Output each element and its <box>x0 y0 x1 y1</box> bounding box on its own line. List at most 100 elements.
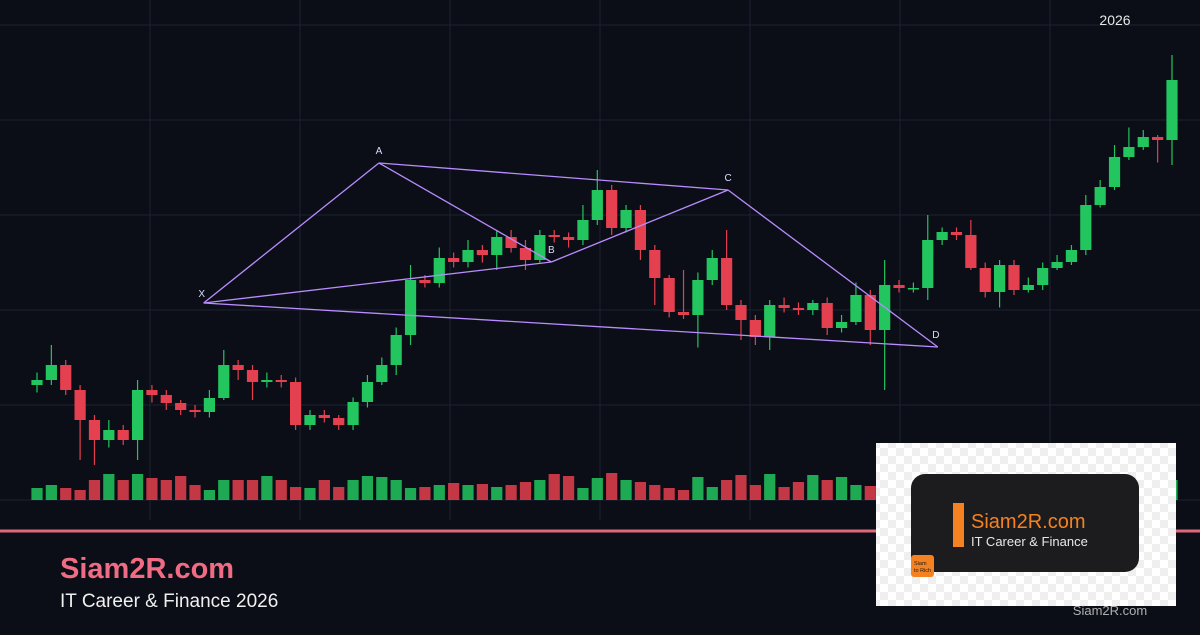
volume-bar <box>519 482 532 500</box>
candle-body <box>146 390 158 395</box>
volume-bar <box>246 480 259 500</box>
pattern-line <box>203 261 552 304</box>
volume-bar <box>146 478 158 500</box>
volume-bar <box>620 480 632 500</box>
volume-bar <box>318 480 330 500</box>
candle-body <box>864 295 876 330</box>
candle-body <box>160 395 172 403</box>
pattern-line <box>203 302 938 348</box>
volume-bar <box>491 487 503 500</box>
candle-body <box>232 365 244 370</box>
brand-title: Siam2R.com <box>60 553 234 585</box>
volume-bar <box>88 480 101 500</box>
candle-body <box>462 250 474 262</box>
candle-body <box>433 258 445 283</box>
candle-body <box>663 278 675 312</box>
candle-body <box>275 380 287 382</box>
candle-body <box>419 280 431 283</box>
pattern-line <box>727 189 939 348</box>
volume-bar <box>792 482 805 500</box>
volume-bar <box>663 488 675 500</box>
logo-icon-text: to Rich <box>914 568 931 574</box>
volume-bar <box>807 475 819 500</box>
candle-body <box>721 258 733 305</box>
candle-body <box>1108 157 1121 187</box>
candle-body <box>361 382 374 402</box>
candle-body <box>347 402 359 425</box>
pattern-line <box>378 162 729 191</box>
volume-bar <box>591 478 603 500</box>
candle-body <box>88 420 101 440</box>
pattern-label: B <box>548 245 555 256</box>
candle-body <box>562 237 575 240</box>
volume-bar <box>275 480 287 500</box>
candle-body <box>203 398 216 412</box>
volume-bar <box>160 480 172 500</box>
candle-body <box>1166 80 1178 140</box>
volume-bar <box>764 474 776 500</box>
candle-body <box>1037 268 1049 285</box>
candle-body <box>1065 250 1078 262</box>
volume-bar <box>404 488 417 500</box>
candle-body <box>764 305 776 337</box>
logo-card <box>911 474 1139 572</box>
candle-body <box>835 322 848 328</box>
pattern-label: A <box>376 146 383 157</box>
volume-bar <box>347 480 359 500</box>
candle-body <box>922 240 934 288</box>
candle-body <box>692 280 704 315</box>
candle-body <box>821 303 833 328</box>
volume-bar <box>175 476 187 500</box>
volume-bar <box>448 483 460 500</box>
volume-bar <box>232 480 244 500</box>
volume-bar <box>835 477 848 500</box>
candle-body <box>448 258 460 262</box>
candle-body <box>60 365 72 390</box>
candle-body <box>505 237 517 248</box>
footer: Siam2R.com <box>1073 603 1147 618</box>
candle-body <box>591 190 603 220</box>
candle-body <box>261 380 273 382</box>
candle-body <box>634 210 647 250</box>
candle-body <box>491 237 503 255</box>
volume-bar <box>649 485 661 500</box>
volume-bar <box>218 480 230 500</box>
marks: X A B C D <box>31 55 1178 500</box>
volume-bar <box>45 485 57 500</box>
candle-body <box>1008 265 1020 290</box>
candle-body <box>1137 137 1149 147</box>
candle-body <box>950 232 963 235</box>
volume-bar <box>60 488 72 500</box>
candle-body <box>404 280 417 335</box>
candle-body <box>936 232 948 240</box>
candle-body <box>979 268 991 292</box>
grid <box>0 0 1200 520</box>
candle-body <box>749 320 761 337</box>
logo-icon <box>911 555 934 577</box>
candle-body <box>1051 262 1063 268</box>
candle-body <box>304 415 316 425</box>
volume-bar <box>361 476 374 500</box>
candle-body <box>175 403 187 410</box>
candle-body <box>778 305 790 308</box>
volume-bar <box>117 480 129 500</box>
pattern-line <box>551 189 729 263</box>
volume-bar <box>304 488 316 500</box>
candle-body <box>318 415 330 418</box>
candle-body <box>1022 285 1034 290</box>
volume-bar <box>606 473 618 500</box>
logo-icon-text: Siam <box>914 561 927 567</box>
candle-body <box>649 250 661 278</box>
volume-bar <box>74 490 86 500</box>
volume-bar <box>131 474 144 500</box>
candle-body <box>807 303 819 310</box>
logo-bar <box>953 503 964 547</box>
volume-bar <box>577 488 589 500</box>
volume-bar <box>850 485 862 500</box>
volume-bar <box>31 488 43 500</box>
candle-body <box>476 250 488 255</box>
volume-bar <box>677 490 690 500</box>
volume-bar <box>548 474 560 500</box>
